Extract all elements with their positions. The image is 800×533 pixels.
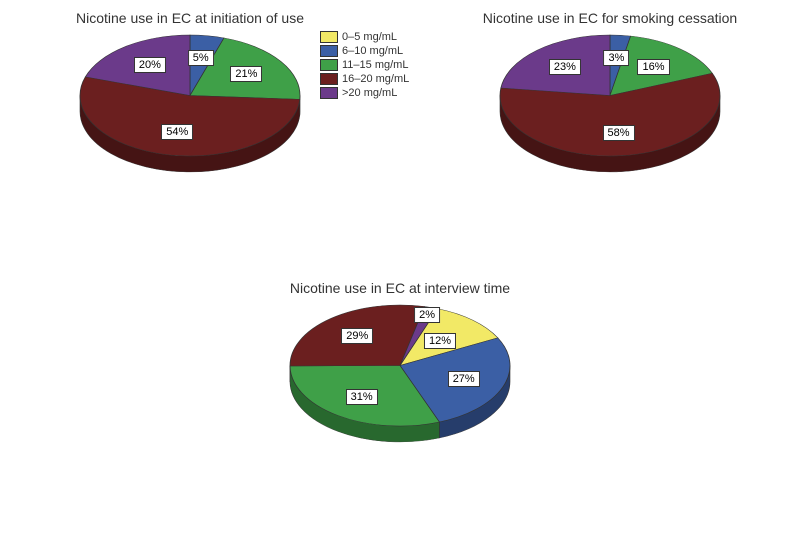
legend-swatch	[320, 31, 338, 43]
slice-label: 2%	[414, 307, 440, 323]
chart-title: Nicotine use in EC at initiation of use	[60, 10, 320, 26]
legend-item: 16–20 mg/mL	[320, 72, 409, 86]
pie-wrap: 12% 27% 31% 29% 2%	[260, 301, 540, 446]
legend-swatch	[320, 73, 338, 85]
legend-label: 11–15 mg/mL	[342, 58, 408, 72]
legend-label: 6–10 mg/mL	[342, 44, 403, 58]
legend-swatch	[320, 59, 338, 71]
slice-label: 27%	[448, 371, 480, 387]
pie-wrap: 5% 21% 54% 20%	[60, 31, 320, 176]
slice-label: 21%	[230, 66, 262, 82]
slice-label: 23%	[549, 59, 581, 75]
legend-swatch	[320, 87, 338, 99]
pie-chart-cessation: Nicotine use in EC for smoking cessation…	[470, 10, 750, 176]
slice-label: 12%	[424, 333, 456, 349]
legend-item: 0–5 mg/mL	[320, 30, 409, 44]
pie-svg	[260, 301, 540, 446]
legend-label: >20 mg/mL	[342, 86, 397, 100]
slice-label: 5%	[188, 50, 214, 66]
pie-wrap: 3% 16% 58% 23%	[470, 31, 750, 176]
slice-label: 58%	[603, 125, 635, 141]
legend: 0–5 mg/mL6–10 mg/mL11–15 mg/mL16–20 mg/m…	[320, 30, 409, 100]
slice-label: 3%	[603, 50, 629, 66]
legend-label: 0–5 mg/mL	[342, 30, 397, 44]
legend-item: >20 mg/mL	[320, 86, 409, 100]
legend-swatch	[320, 45, 338, 57]
chart-title: Nicotine use in EC for smoking cessation	[470, 10, 750, 26]
slice-label: 31%	[346, 389, 378, 405]
pie-chart-interview: Nicotine use in EC at interview time 12%…	[260, 280, 540, 446]
pie-chart-initiation: Nicotine use in EC at initiation of use …	[60, 10, 320, 176]
slice-label: 29%	[341, 328, 373, 344]
slice-label: 16%	[637, 59, 669, 75]
legend-item: 6–10 mg/mL	[320, 44, 409, 58]
slice-label: 54%	[161, 124, 193, 140]
legend-item: 11–15 mg/mL	[320, 58, 409, 72]
legend-label: 16–20 mg/mL	[342, 72, 409, 86]
slice-label: 20%	[134, 57, 166, 73]
chart-title: Nicotine use in EC at interview time	[260, 280, 540, 296]
